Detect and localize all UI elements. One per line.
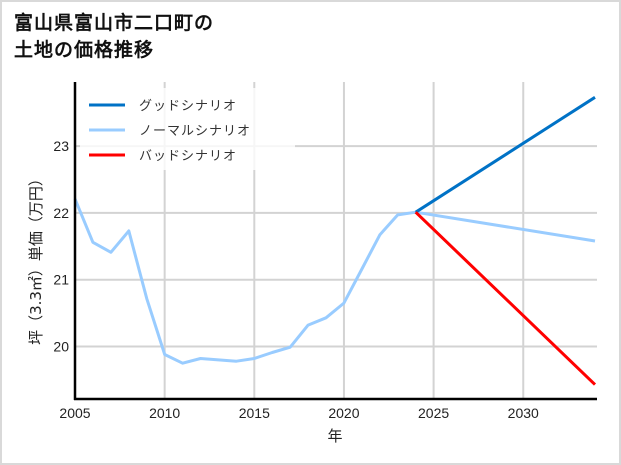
y-tick-label: 22 (53, 205, 69, 221)
x-tick-label: 2020 (328, 405, 359, 421)
series-line (73, 198, 596, 365)
y-tick-label: 20 (53, 339, 69, 355)
y-tick-label: 23 (53, 138, 69, 154)
x-tick-label: 2005 (59, 405, 90, 421)
legend-label: グッドシナリオ (139, 99, 237, 114)
x-tick-label: 2025 (418, 405, 449, 421)
series-line (414, 96, 596, 214)
x-tick-label: 2030 (508, 405, 539, 421)
y-axis-label: 坪（3.3㎡）単価（万円） (27, 171, 45, 345)
chart-title-line-2: 土地の価格推移 (14, 39, 155, 61)
y-tick-label: 21 (53, 272, 69, 288)
axes (73, 82, 597, 401)
chart-title-line-1: 富山県富山市二口町の (14, 12, 215, 34)
data-series (73, 60, 619, 405)
x-tick-label: 2010 (149, 405, 180, 421)
legend-label: バッドシナリオ (139, 149, 237, 164)
x-axis-label: 年 (327, 427, 342, 445)
chart-title: 富山県富山市二口町の 土地の価格推移 (14, 10, 214, 64)
y-tick-labels: 20 21 22 23 (53, 138, 69, 354)
x-tick-label: 2015 (239, 405, 270, 421)
legend-label: ノーマルシナリオ (139, 124, 251, 139)
series-line (414, 211, 597, 386)
x-tick-labels: 2005 2010 2015 2020 2025 2030 (59, 405, 539, 421)
plot-clip (597, 60, 619, 405)
